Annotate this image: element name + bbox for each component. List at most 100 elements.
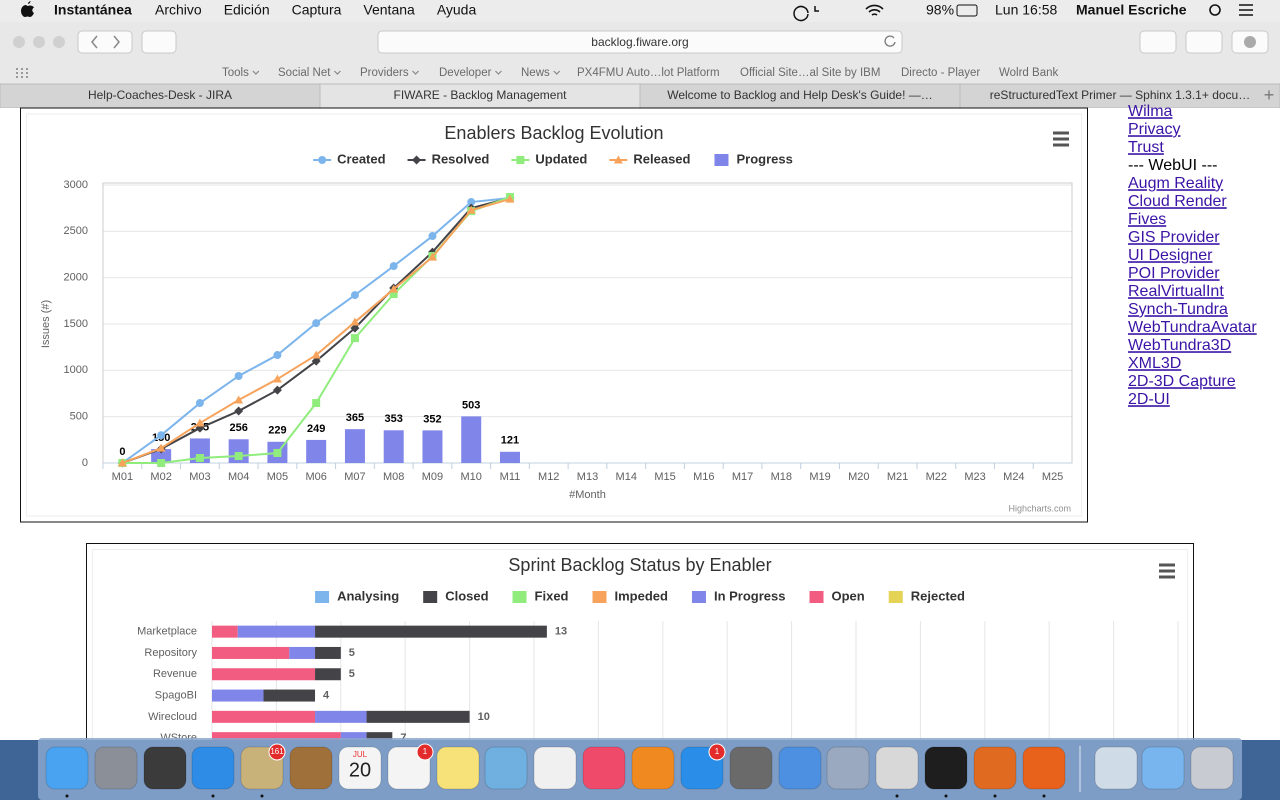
nav-link[interactable]: 2D-UI — [1128, 391, 1170, 408]
reload[interactable] — [884, 35, 896, 47]
new-tab[interactable]: + — [1264, 85, 1275, 105]
dock-icon[interactable] — [973, 746, 1017, 790]
dock-icon[interactable] — [94, 746, 138, 790]
chart-menu[interactable] — [1159, 563, 1175, 579]
tab-title[interactable]: reStructuredText Primer — Sphinx 1.3.1+ … — [990, 88, 1250, 102]
nav-link[interactable]: RealVirtualInt — [1128, 283, 1224, 300]
tab-active[interactable] — [319, 83, 641, 109]
dock-icon[interactable] — [1094, 746, 1138, 790]
legend-label[interactable]: Open — [832, 588, 865, 603]
clock[interactable]: Lun 16:58 — [995, 2, 1057, 18]
nav-link[interactable]: Augm Reality — [1128, 175, 1223, 192]
sidebar-button[interactable] — [141, 30, 177, 54]
nav-link[interactable]: Privacy — [1128, 121, 1180, 138]
marker — [311, 350, 321, 359]
legend-label[interactable]: Analysing — [337, 588, 399, 603]
dock-icon[interactable] — [338, 746, 382, 790]
legend-label[interactable]: Updated — [535, 151, 587, 166]
address[interactable]: backlog.fiware.org — [591, 35, 688, 49]
battery[interactable]: 98% — [926, 2, 954, 18]
time-machine[interactable] — [793, 5, 819, 22]
menu-item[interactable]: Ventana — [363, 2, 415, 18]
tabs-button[interactable] — [1185, 30, 1223, 54]
chart-menu[interactable] — [1053, 131, 1069, 147]
legend-label[interactable]: Fixed — [535, 588, 569, 603]
stack-label: 4 — [323, 689, 330, 701]
dock-icon[interactable] — [1141, 746, 1185, 790]
nav-link[interactable]: Cloud Render — [1128, 193, 1227, 210]
dock-icon[interactable] — [582, 746, 626, 790]
bookmark[interactable]: PX4FMU Auto…lot Platform — [577, 67, 720, 79]
tab-title[interactable]: Welcome to Backlog and Help Desk's Guide… — [667, 88, 933, 102]
bookmark[interactable]: Official Site…al Site by IBM — [740, 67, 880, 79]
app-menu[interactable]: Instantánea — [54, 2, 132, 18]
menu-item[interactable]: Captura — [292, 2, 342, 18]
bookmark[interactable]: News — [521, 67, 550, 79]
top-sites[interactable] — [16, 68, 28, 78]
nav-link[interactable]: Synch-Tundra — [1128, 301, 1228, 318]
legend-label[interactable]: Impeded — [615, 588, 669, 603]
marker — [157, 459, 166, 467]
dock-icon[interactable] — [533, 746, 577, 790]
dock-icon[interactable] — [1190, 746, 1234, 790]
nav-link[interactable]: Fives — [1128, 211, 1166, 228]
legend-label[interactable]: Progress — [736, 151, 792, 166]
y-tick-label: Wirecloud — [148, 711, 197, 723]
user-name[interactable]: Manuel Escriche — [1076, 2, 1187, 18]
nav-link[interactable]: XML3D — [1128, 355, 1181, 372]
bookmark[interactable]: Tools — [222, 67, 249, 79]
legend-symbol — [888, 591, 903, 603]
bookmark[interactable]: Wolrd Bank — [999, 67, 1058, 79]
nav-link[interactable]: WebTundraAvatar — [1128, 319, 1257, 336]
dock-icon[interactable] — [875, 746, 919, 790]
nav-link[interactable]: Trust — [1128, 139, 1164, 156]
dock-icon[interactable] — [143, 746, 187, 790]
legend-label[interactable]: Rejected — [911, 588, 965, 603]
dock-icon[interactable] — [484, 746, 528, 790]
notifications[interactable] — [1239, 4, 1253, 16]
share-button[interactable] — [1139, 30, 1177, 54]
y-tick-label: Repository — [144, 647, 197, 659]
address-bar[interactable] — [377, 30, 903, 54]
dock-icon[interactable] — [924, 746, 968, 790]
dock-icon[interactable] — [289, 746, 333, 790]
bookmark[interactable]: Providers — [360, 67, 409, 79]
nav-link[interactable]: GIS Provider — [1128, 229, 1220, 246]
nav-link[interactable]: UI Designer — [1128, 247, 1213, 264]
dock-icon[interactable] — [778, 746, 822, 790]
close-button[interactable] — [13, 36, 25, 48]
bookmark[interactable]: Directo - Player — [901, 67, 980, 79]
dock-icon[interactable] — [729, 746, 773, 790]
menu-item[interactable]: Archivo — [155, 2, 202, 18]
nav-buttons[interactable] — [77, 30, 133, 54]
legend-label[interactable]: Resolved — [432, 151, 490, 166]
legend-label[interactable]: Closed — [445, 588, 488, 603]
bookmark[interactable]: Social Net — [278, 67, 331, 79]
marker — [273, 448, 282, 457]
legend-label[interactable]: Created — [337, 151, 385, 166]
minimize-button[interactable] — [33, 36, 45, 48]
dock-icon[interactable] — [826, 746, 870, 790]
dock-icon[interactable] — [191, 746, 235, 790]
dock-icon[interactable] — [1022, 746, 1066, 790]
nav-link[interactable]: Wilma — [1128, 103, 1173, 120]
dock-icon[interactable] — [436, 746, 480, 790]
apple-menu[interactable] — [21, 1, 34, 17]
nav-link[interactable]: 2D-3D Capture — [1128, 373, 1236, 390]
legend-label[interactable]: Released — [633, 151, 690, 166]
running-dot — [260, 794, 264, 798]
tab-title[interactable]: FIWARE - Backlog Management — [394, 88, 568, 102]
dock-icon[interactable] — [45, 746, 89, 790]
tab-title[interactable]: Help-Coaches-Desk - JIRA — [88, 88, 232, 102]
dock-icon[interactable] — [631, 746, 675, 790]
nav-link[interactable]: POI Provider — [1128, 265, 1220, 282]
legend-label[interactable]: In Progress — [714, 588, 786, 603]
menu-item[interactable]: Ayuda — [437, 2, 477, 18]
spotlight[interactable] — [1209, 4, 1221, 16]
menu-item[interactable]: Edición — [224, 2, 270, 18]
nav-link[interactable]: WebTundra3D — [1128, 337, 1231, 354]
tab[interactable] — [959, 83, 1280, 109]
bookmark[interactable]: Developer — [439, 67, 492, 79]
wifi[interactable] — [865, 4, 884, 16]
zoom-button[interactable] — [53, 36, 65, 48]
